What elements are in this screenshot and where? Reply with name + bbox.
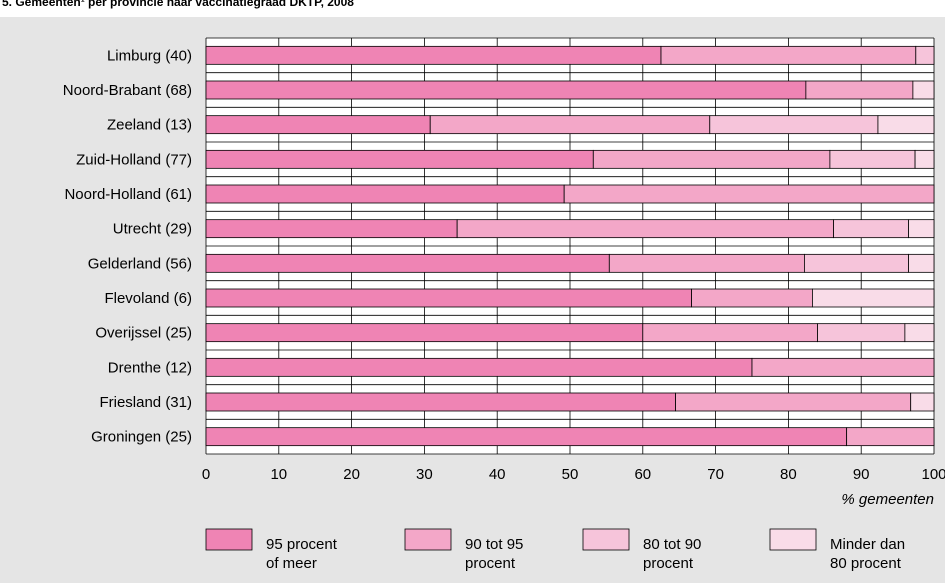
bar-segment <box>692 289 813 307</box>
x-tick-label: 80 <box>780 466 797 483</box>
bar-segment <box>206 220 457 238</box>
bar-segment <box>905 324 934 342</box>
bar-segment <box>913 81 934 99</box>
bar-segment <box>878 116 934 134</box>
legend-swatch <box>770 529 816 550</box>
category-label: Flevoland (6) <box>104 290 192 307</box>
legend-swatch <box>583 529 629 550</box>
bar-segment <box>564 185 934 203</box>
x-tick-label: 50 <box>562 466 579 483</box>
x-axis-label: % gemeenten <box>841 491 934 508</box>
bar-segment <box>206 46 661 64</box>
x-tick-label: 90 <box>853 466 870 483</box>
bar-segment <box>812 289 934 307</box>
legend-label: 90 tot 95 procent <box>465 536 523 572</box>
bar-segment <box>206 428 847 446</box>
category-label: Overijssel (25) <box>95 325 192 342</box>
bar-segment <box>916 46 934 64</box>
bar-segment <box>847 428 934 446</box>
category-label: Zuid-Holland (77) <box>76 151 192 168</box>
x-tick-label: 100 <box>921 466 945 483</box>
category-label: Gelderland (56) <box>88 255 192 272</box>
legend-swatch <box>206 529 252 550</box>
legend-label: 95 procent of meer <box>266 536 338 572</box>
bar-segment <box>804 254 908 272</box>
bar-segment <box>676 393 911 411</box>
bar-segment <box>206 358 752 376</box>
bar-segment <box>206 289 692 307</box>
bar-segment <box>661 46 916 64</box>
category-label: Limburg (40) <box>107 47 192 64</box>
x-tick-label: 20 <box>343 466 360 483</box>
x-tick-label: 0 <box>202 466 210 483</box>
bar-segment <box>206 116 430 134</box>
category-label: Noord-Holland (61) <box>64 186 192 203</box>
category-label: Noord-Brabant (68) <box>63 82 192 99</box>
bar-segment <box>206 150 593 168</box>
bar-segment <box>430 116 710 134</box>
x-tick-label: 10 <box>270 466 287 483</box>
legend-swatch <box>405 529 451 550</box>
category-label: Groningen (25) <box>91 429 192 446</box>
bar-segment <box>818 324 905 342</box>
bar-segment <box>206 81 806 99</box>
category-label: Friesland (31) <box>99 394 192 411</box>
bar-segment <box>909 254 934 272</box>
x-tick-label: 40 <box>489 466 506 483</box>
x-tick-label: 70 <box>707 466 724 483</box>
legend-label: Minder dan 80 procent <box>830 536 905 572</box>
bar-segment <box>206 254 609 272</box>
bar-segment <box>830 150 915 168</box>
x-tick-label: 60 <box>634 466 651 483</box>
bar-segment <box>915 150 934 168</box>
bar-segment <box>609 254 804 272</box>
bar-segment <box>643 324 818 342</box>
bar-segment <box>206 185 564 203</box>
bar-segment <box>457 220 833 238</box>
bar-segment <box>806 81 913 99</box>
category-label: Utrecht (29) <box>113 221 192 238</box>
legend-label: 80 tot 90 procent <box>643 536 701 572</box>
bar-segment <box>710 116 878 134</box>
x-tick-label: 30 <box>416 466 433 483</box>
bar-segment <box>593 150 830 168</box>
bar-segment <box>834 220 909 238</box>
bar-segment <box>909 220 934 238</box>
bar-segment <box>206 393 676 411</box>
category-label: Drenthe (12) <box>108 359 192 376</box>
category-label: Zeeland (13) <box>107 117 192 134</box>
bar-segment <box>206 324 643 342</box>
bar-segment <box>752 358 934 376</box>
bar-segment <box>911 393 934 411</box>
